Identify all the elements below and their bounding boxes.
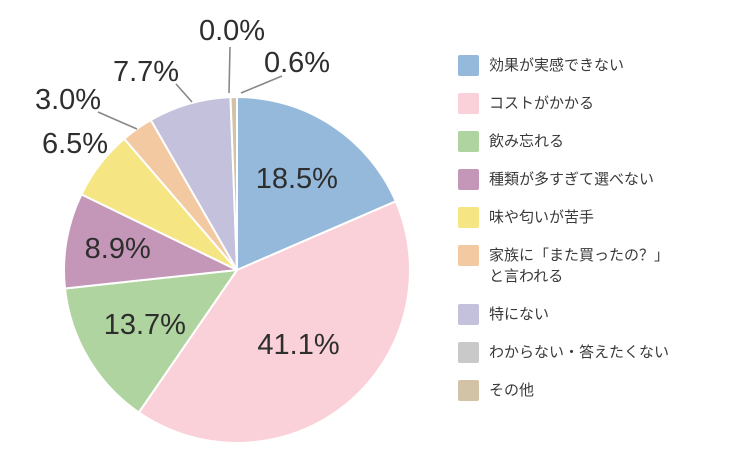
- legend-color-swatch: [458, 131, 479, 152]
- legend-label: 特にない: [489, 306, 550, 323]
- pie-slice-percentage: 0.6%: [264, 47, 330, 79]
- pie-chart: 18.5% 41.1% 13.7% 8.9% 6.5% 3.0% 7.7% 0.0%0.6%: [35, 15, 411, 444]
- pie-slice-2: [137, 200, 411, 444]
- leader-line: [240, 75, 283, 94]
- pie-slice-3: [63, 269, 238, 414]
- legend-color-swatch: [458, 169, 479, 190]
- pie-slice-percentage: 3.0%: [35, 84, 101, 116]
- leader-line: [97, 111, 138, 130]
- pie-slice-percentage: 0.0%: [199, 15, 265, 47]
- legend-item: 味や匂いが苦手: [458, 207, 743, 228]
- pie-slice-percentage: 6.5%: [42, 128, 108, 160]
- legend-item: その他: [458, 380, 743, 401]
- legend-item: 種類が多すぎて選べない: [458, 169, 743, 190]
- pie-slice-9: [229, 96, 238, 271]
- legend-label: コストがかかる: [489, 95, 595, 112]
- pie-slice-percentage: 13.7%: [104, 309, 186, 341]
- pie-slice-percentage: 7.7%: [113, 56, 179, 88]
- legend-label: わからない・答えたくない: [489, 344, 670, 361]
- legend-label: 効果が実感できない: [489, 57, 625, 74]
- pie-slice-1: [236, 96, 397, 271]
- legend-color-swatch: [458, 245, 479, 266]
- legend-item: 特にない: [458, 304, 743, 325]
- chart-legend: 効果が実感できない コストがかかる 飲み忘れる種類が多すぎて選べない 味や匂いが苦手家…: [458, 55, 743, 401]
- legend-item: 家族に「また買ったの？」 と言われる: [458, 245, 743, 287]
- legend-color-swatch: [458, 342, 479, 363]
- legend-label: 飲み忘れる: [489, 133, 565, 150]
- legend-item: 飲み忘れる: [458, 131, 743, 152]
- legend-color-swatch: [458, 380, 479, 401]
- legend-label: その他: [489, 382, 535, 399]
- legend-item: コストがかかる: [458, 93, 743, 114]
- legend-label: 味や匂いが苦手: [489, 209, 595, 226]
- legend-color-swatch: [458, 55, 479, 76]
- pie-slice-4: [63, 193, 238, 290]
- legend-color-swatch: [458, 207, 479, 228]
- legend-label: 種類が多すぎて選べない: [489, 171, 655, 188]
- legend-label: 家族に「また買ったの？」 と言われる: [489, 247, 670, 285]
- leader-line: [228, 46, 231, 94]
- legend-item: わからない・答えたくない: [458, 342, 743, 363]
- legend-color-swatch: [458, 304, 479, 325]
- pie-slice-percentage: 41.1%: [257, 329, 339, 361]
- leader-line: [175, 83, 193, 103]
- legend-item: 効果が実感できない: [458, 55, 743, 76]
- pie-slice-percentage: 18.5%: [256, 163, 338, 195]
- pie-slice-percentage: 8.9%: [85, 233, 151, 265]
- legend-color-swatch: [458, 93, 479, 114]
